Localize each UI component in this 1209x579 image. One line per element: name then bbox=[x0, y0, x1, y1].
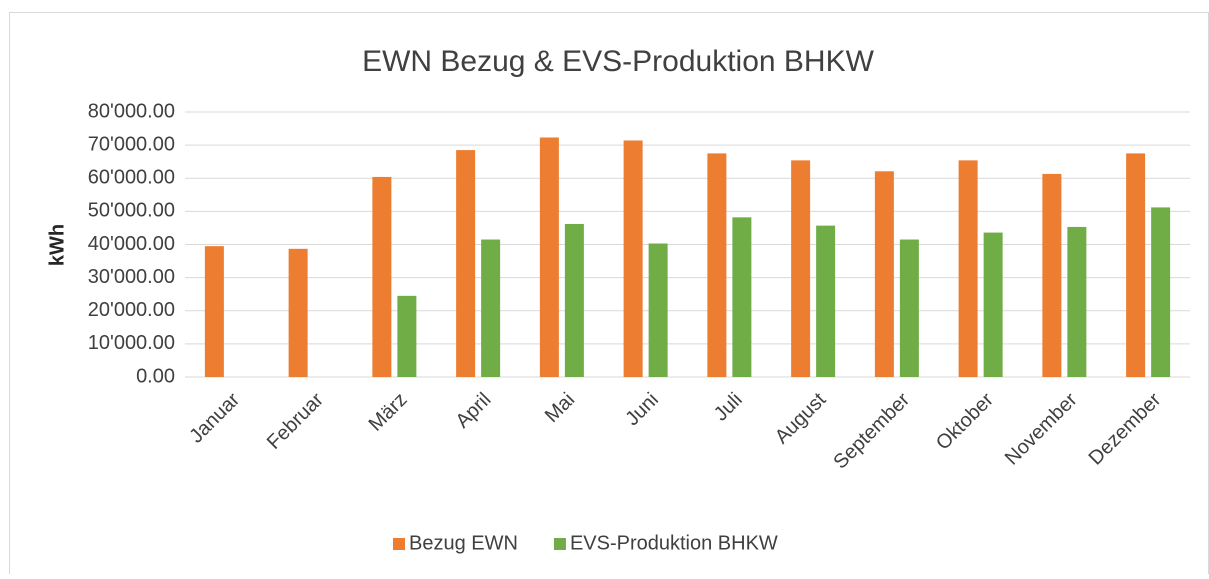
y-tick-label: 70'000.00 bbox=[88, 133, 175, 155]
bar bbox=[288, 248, 308, 377]
bar bbox=[1151, 207, 1171, 377]
bar bbox=[539, 137, 559, 377]
bar bbox=[204, 246, 224, 377]
bar bbox=[958, 160, 978, 377]
bar bbox=[816, 225, 836, 377]
bar bbox=[874, 171, 894, 377]
bar bbox=[791, 160, 811, 377]
y-tick-label: 40'000.00 bbox=[88, 233, 175, 255]
bar bbox=[564, 223, 584, 377]
bar bbox=[372, 176, 392, 377]
y-tick-label: 50'000.00 bbox=[88, 200, 175, 222]
bar bbox=[707, 153, 727, 377]
bar bbox=[481, 239, 501, 377]
legend-swatch bbox=[393, 538, 405, 550]
bar bbox=[1067, 226, 1087, 377]
bar bbox=[1126, 153, 1146, 377]
bar bbox=[648, 243, 668, 377]
legend-swatch bbox=[553, 538, 566, 550]
y-tick-label: 0.00 bbox=[136, 365, 175, 387]
y-axis-label: kWh bbox=[46, 224, 68, 266]
bar bbox=[456, 150, 476, 377]
y-tick-label: 60'000.00 bbox=[88, 167, 175, 189]
bar bbox=[983, 232, 1003, 377]
y-tick-label: 10'000.00 bbox=[88, 332, 175, 354]
bar bbox=[732, 217, 752, 377]
y-tick-label: 30'000.00 bbox=[88, 266, 175, 288]
chart-border bbox=[9, 12, 1209, 579]
bar bbox=[397, 295, 417, 377]
bar bbox=[623, 140, 643, 377]
legend-label: EVS-Produktion BHKW bbox=[570, 532, 778, 554]
legend-label: Bezug EWN bbox=[409, 532, 518, 554]
bar bbox=[1042, 173, 1062, 377]
y-tick-label: 80'000.00 bbox=[88, 100, 175, 122]
chart-title: EWN Bezug & EVS-Produktion BHKW bbox=[362, 45, 875, 78]
bar bbox=[899, 239, 919, 377]
y-tick-label: 20'000.00 bbox=[88, 299, 175, 321]
